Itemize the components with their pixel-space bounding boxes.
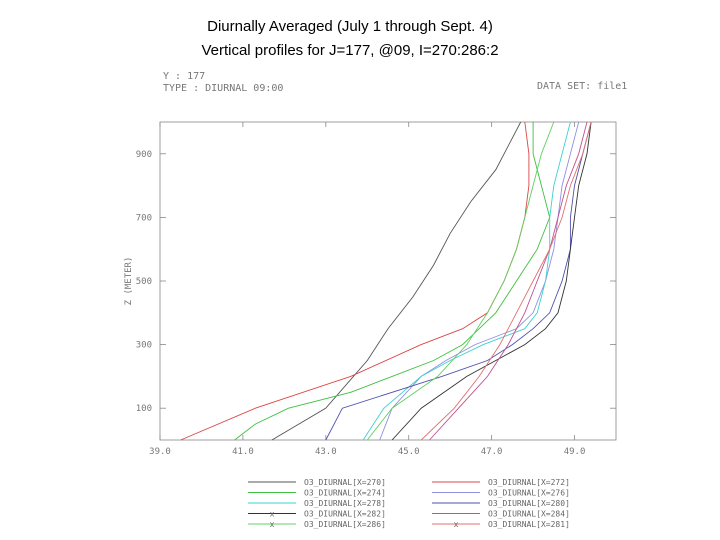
series-line [379, 121, 580, 441]
legend-label: O3_DIURNAL[X=270] [304, 478, 386, 487]
legend-marker: x [454, 520, 459, 529]
legend-label: O3_DIURNAL[X=281] [488, 520, 570, 529]
series-line [234, 122, 551, 441]
x-tick-label: 49.0 [564, 447, 586, 457]
legend-label: O3_DIURNAL[X=286] [304, 520, 386, 529]
header-y-label: Y : 177 [163, 71, 205, 82]
y-tick-label: 700 [136, 213, 152, 223]
legend-marker: x [270, 510, 275, 519]
legend-label: O3_DIURNAL[X=280] [488, 499, 570, 508]
legend-label: O3_DIURNAL[X=276] [488, 489, 570, 498]
chart-subtitle: Vertical profiles for J=177, @09, I=270:… [201, 42, 499, 59]
legend: O3_DIURNAL[X=270]O3_DIURNAL[X=274]O3_DIU… [248, 478, 570, 529]
x-tick-label: 39.0 [149, 447, 171, 457]
legend-label: O3_DIURNAL[X=274] [304, 489, 386, 498]
series-line [391, 121, 592, 441]
chart-title: Diurnally Averaged (July 1 through Sept.… [207, 18, 493, 35]
series-line [362, 121, 571, 441]
y-tick-label: 300 [136, 341, 152, 351]
header-dataset-label: DATA SET: file1 [537, 81, 627, 92]
series-line [180, 121, 530, 441]
legend-marker: x [270, 520, 275, 529]
x-tick-label: 43.0 [315, 447, 337, 457]
legend-label: O3_DIURNAL[X=282] [304, 510, 386, 519]
legend-label: O3_DIURNAL[X=272] [488, 478, 570, 487]
series-line [366, 121, 555, 441]
y-tick-label: 500 [136, 277, 152, 287]
series-line [325, 121, 592, 441]
series-line [271, 121, 522, 441]
legend-label: O3_DIURNAL[X=284] [488, 510, 570, 519]
x-tick-label: 41.0 [232, 447, 254, 457]
plot-frame [159, 121, 617, 441]
x-tick-label: 47.0 [481, 447, 503, 457]
y-axis-label: Z (METER) [124, 257, 134, 306]
legend-label: O3_DIURNAL[X=278] [304, 499, 386, 508]
series-line [429, 121, 588, 441]
x-tick-label: 45.0 [398, 447, 420, 457]
series-line [420, 121, 592, 441]
header-type-label: TYPE : DIURNAL 09:00 [163, 83, 283, 94]
y-tick-label: 100 [136, 404, 152, 414]
axes-group: 39.0 41.0 43.0 45.0 47.0 49.0 100 300 500 700 900 Z… [124, 122, 616, 457]
series-lines [180, 121, 592, 441]
y-tick-label: 900 [136, 150, 152, 160]
